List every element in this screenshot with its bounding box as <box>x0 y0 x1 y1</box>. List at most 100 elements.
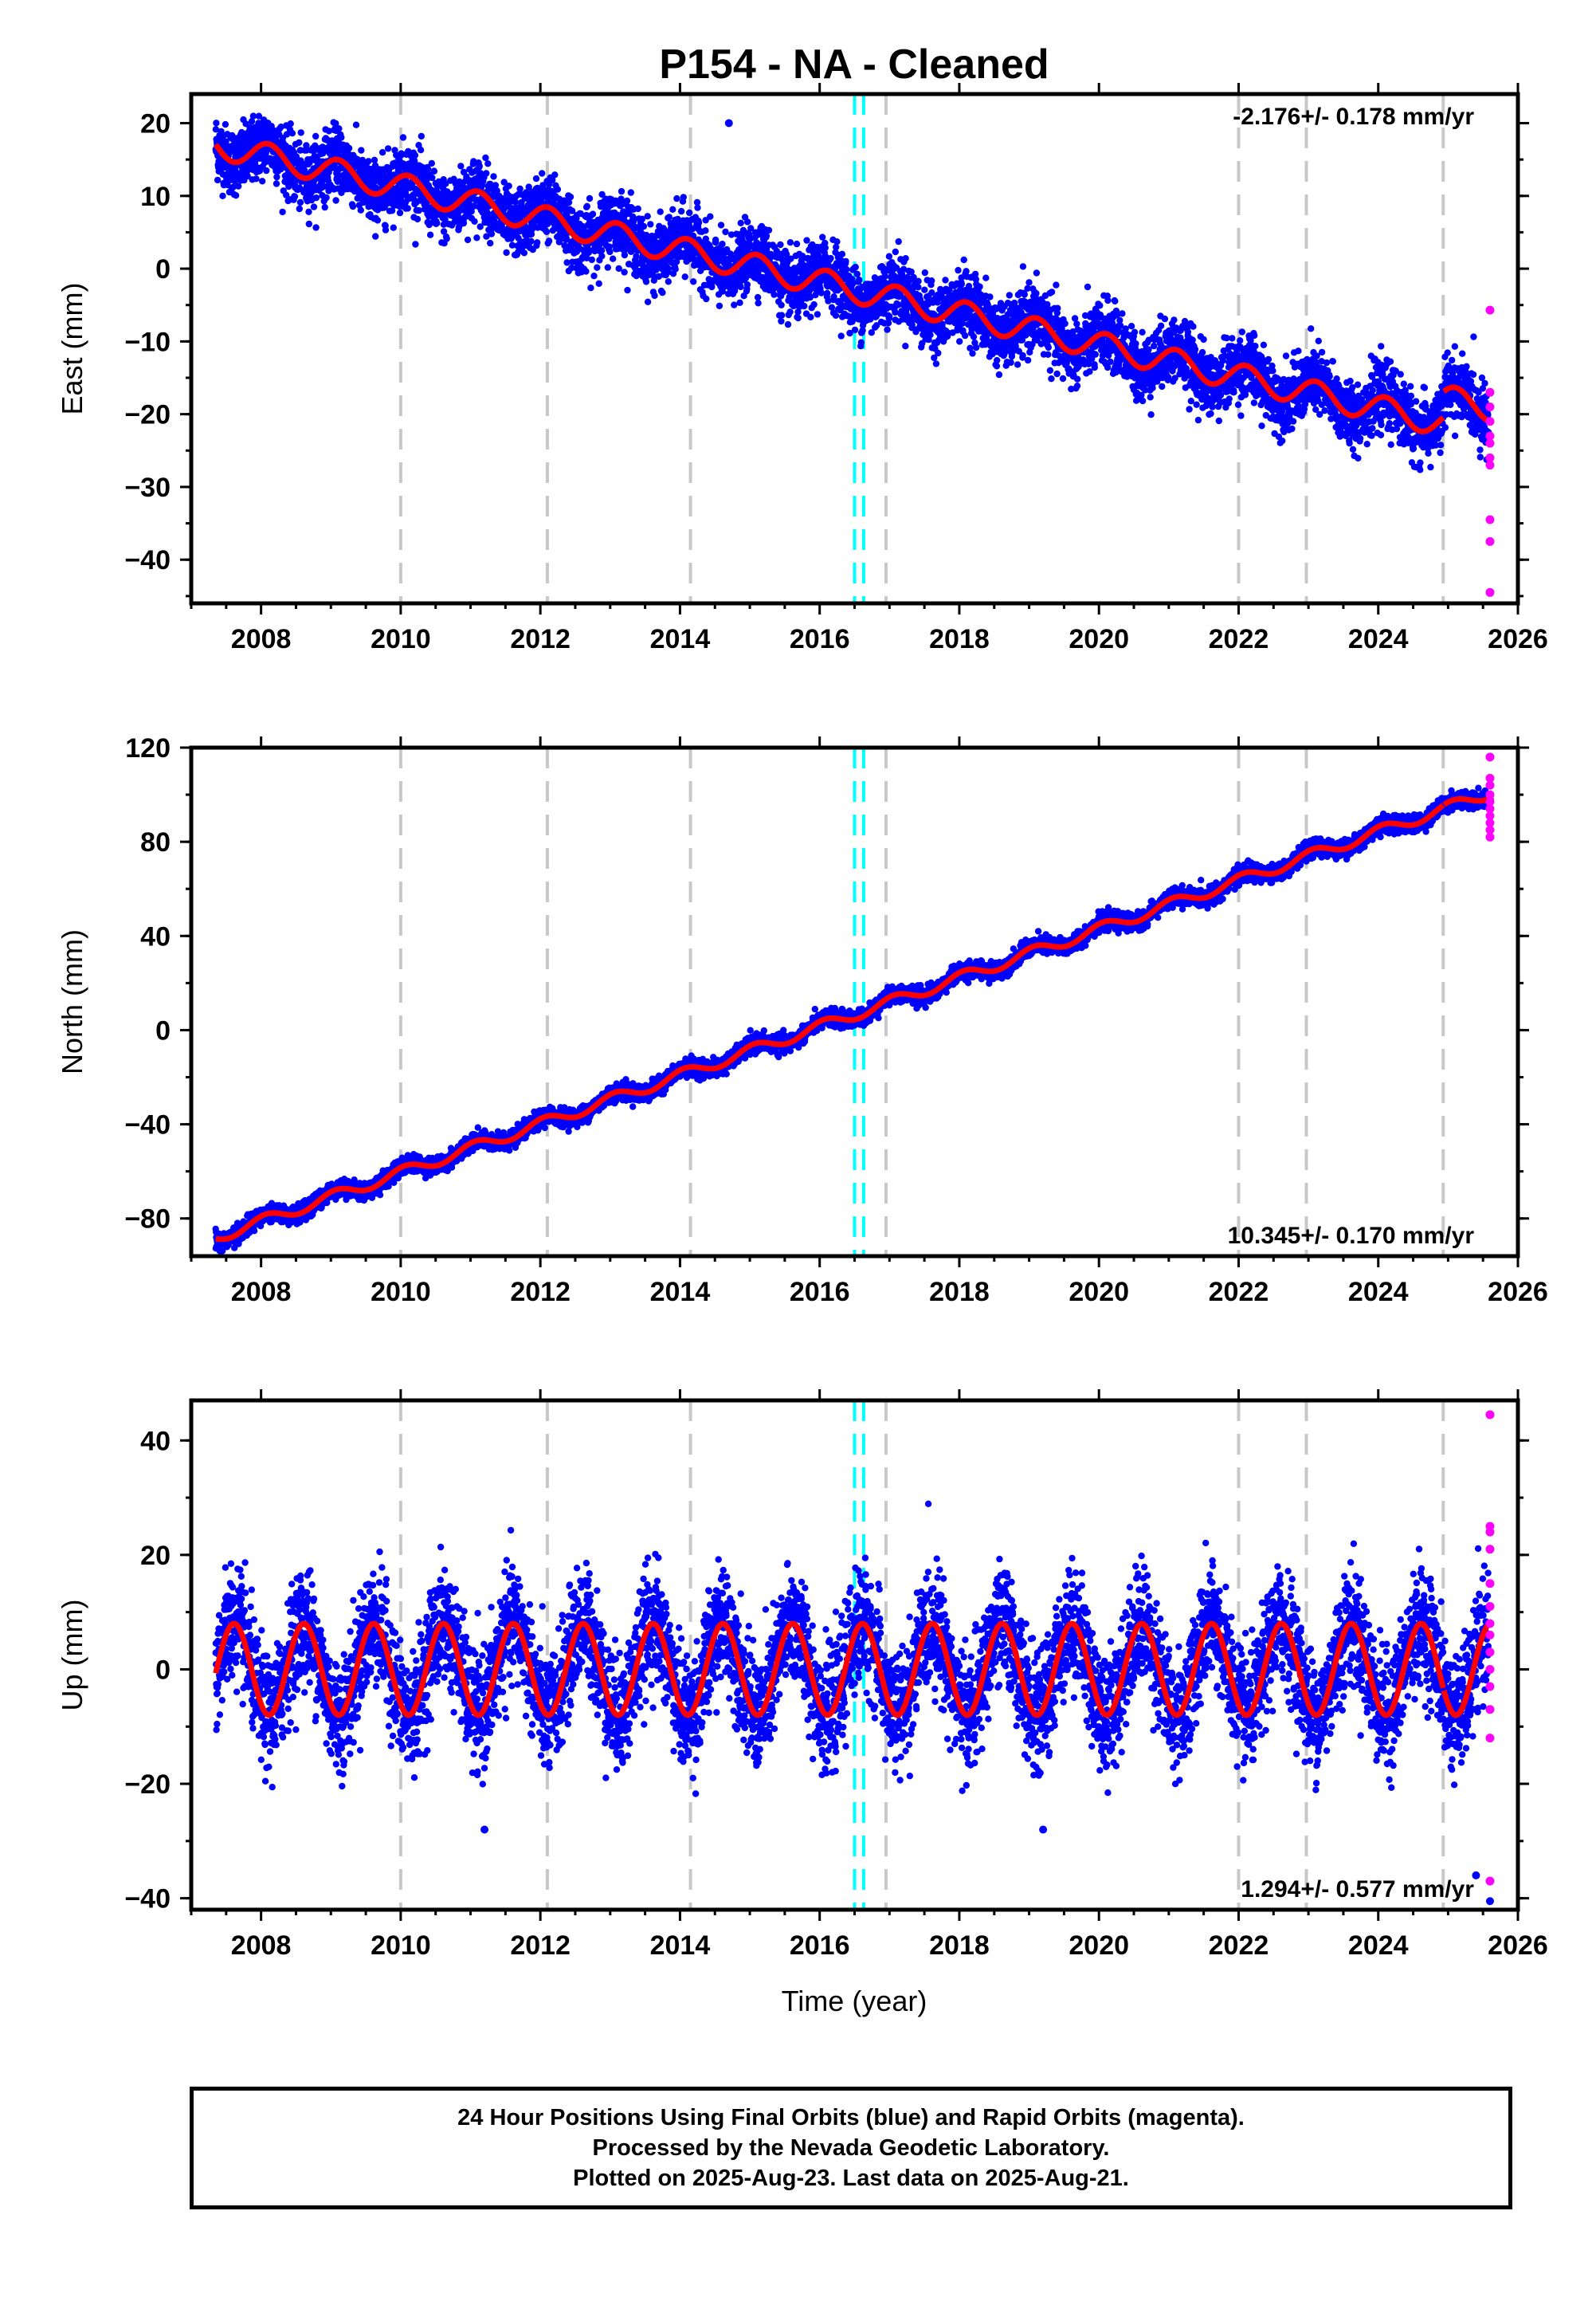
final-orbit-points <box>212 112 1496 597</box>
x-tick-label: 2026 <box>1488 624 1548 654</box>
x-tick-label: 2014 <box>650 1277 711 1307</box>
x-tick-label: 2016 <box>790 624 850 654</box>
caption-line-2: Processed by the Nevada Geodetic Laborat… <box>592 2135 1110 2161</box>
rate-label: -2.176+/- 0.178 mm/yr <box>1233 104 1474 130</box>
rapid-orbit-point <box>1485 752 1495 762</box>
x-tick-label: 2018 <box>929 1277 990 1307</box>
y-tick-label: 120 <box>125 733 171 764</box>
outlier-point <box>1485 1897 1494 1906</box>
y-tick-label: −20 <box>124 400 171 430</box>
rapid-orbit-point <box>1485 1682 1495 1691</box>
rapid-orbit-point <box>1485 1734 1495 1743</box>
rapid-orbit-point <box>1485 1410 1495 1420</box>
model-curve <box>213 1620 1496 1718</box>
y-tick-label: −20 <box>124 1769 171 1800</box>
y-tick-label: 10 <box>140 182 171 212</box>
rapid-orbit-point <box>1485 417 1495 426</box>
rapid-orbit-point <box>1485 515 1495 524</box>
rapid-orbit-point <box>1485 536 1495 546</box>
x-tick-label: 2008 <box>231 624 292 654</box>
x-tick-label: 2024 <box>1348 624 1409 654</box>
x-tick-label: 2018 <box>929 624 990 654</box>
x-tick-label: 2022 <box>1209 624 1269 654</box>
north-panel: 2008 2010 2012 2014 2016 2018 2020 2022 2024 2026… <box>56 733 1548 1307</box>
y-tick-label: 20 <box>140 1541 171 1571</box>
y-tick-label: −40 <box>124 1110 171 1141</box>
rate-label: 10.345+/- 0.170 mm/yr <box>1228 1223 1475 1249</box>
rapid-orbit-point <box>1485 1664 1495 1674</box>
east-panel: 2008 2010 2012 2014 2016 2018 2020 2022 2024 2026… <box>56 83 1548 654</box>
outlier-point <box>480 1825 489 1834</box>
rapid-orbit-point <box>1485 1876 1495 1886</box>
y-tick-label: 0 <box>155 254 171 285</box>
x-tick-label: 2020 <box>1069 1277 1129 1307</box>
outlier-point <box>1039 1825 1048 1834</box>
x-tick-label: 2016 <box>790 1277 850 1307</box>
rapid-orbit-point <box>1485 438 1495 448</box>
x-tick-label: 2008 <box>231 1277 292 1307</box>
rapid-orbit-point <box>1485 403 1495 412</box>
x-tick-label: 2020 <box>1069 1930 1129 1961</box>
final-orbit-points <box>212 752 1496 1255</box>
chart-title: P154 - NA - Cleaned <box>659 41 1049 88</box>
rapid-orbit-point <box>1485 1579 1495 1588</box>
rapid-orbit-point <box>1485 819 1495 828</box>
rapid-orbit-point <box>1485 453 1495 462</box>
y-tick-label: 40 <box>140 921 171 952</box>
rapid-orbit-point <box>1485 1647 1495 1657</box>
x-tick-label: 2014 <box>650 1930 711 1961</box>
rapid-orbit-point <box>1485 825 1495 834</box>
y-tick-label: 0 <box>155 1655 171 1685</box>
y-tick-label: 40 <box>140 1426 171 1456</box>
final-orbit-points <box>212 1410 1496 1906</box>
x-tick-label: 2026 <box>1488 1930 1548 1961</box>
caption-line-1: 24 Hour Positions Using Final Orbits (bl… <box>457 2105 1245 2130</box>
x-tick-label: 2012 <box>510 624 571 654</box>
rapid-orbit-point <box>1485 773 1495 783</box>
x-tick-label: 2022 <box>1209 1930 1269 1961</box>
rapid-orbit-point <box>1485 305 1495 315</box>
x-tick-label: 2016 <box>790 1930 850 1961</box>
x-tick-label: 2022 <box>1209 1277 1269 1307</box>
y-tick-label: −10 <box>124 327 171 357</box>
rapid-orbit-point <box>1485 387 1495 397</box>
y-tick-label: 80 <box>140 827 171 858</box>
up-panel: 2008 2010 2012 2014 2016 2018 2020 2022 2024 2026… <box>56 1389 1548 1961</box>
rate-label: 1.294+/- 0.577 mm/yr <box>1241 1876 1474 1903</box>
rapid-orbit-point <box>1485 790 1495 799</box>
rapid-orbit-point <box>1485 804 1495 814</box>
figure: P154 - NA - Cleaned 2008 2010 2012 2014 2016… <box>56 41 1548 2017</box>
y-tick-label: −40 <box>124 1884 171 1914</box>
x-tick-label: 2018 <box>929 1930 990 1961</box>
model-curve <box>213 140 1496 434</box>
rapid-orbit-point <box>1485 1601 1495 1611</box>
rapid-orbit-point <box>1485 780 1495 790</box>
y-tick-label: −80 <box>124 1204 171 1235</box>
rapid-orbit-point <box>1485 1527 1495 1537</box>
x-tick-label: 2012 <box>510 1277 571 1307</box>
rapid-orbit-point <box>1485 461 1495 470</box>
y-axis-label: Up (mm) <box>56 1600 88 1711</box>
y-tick-label: −30 <box>124 473 171 503</box>
y-axis-label: East (mm) <box>56 283 88 415</box>
x-tick-label: 2020 <box>1069 624 1129 654</box>
y-tick-label: −40 <box>124 545 171 575</box>
rapid-orbit-point <box>1485 1619 1495 1628</box>
x-tick-label: 2024 <box>1348 1930 1409 1961</box>
x-tick-label: 2012 <box>510 1930 571 1961</box>
x-tick-label: 2010 <box>371 1277 431 1307</box>
x-axis-label: Time (year) <box>782 1985 927 2017</box>
outlier-point <box>724 119 733 128</box>
model-curve <box>214 794 1496 1243</box>
caption-box: 24 Hour Positions Using Final Orbits (bl… <box>190 2087 1512 2209</box>
rapid-orbit-point <box>1485 811 1495 821</box>
caption-line-3: Plotted on 2025-Aug-23. Last data on 202… <box>573 2166 1129 2191</box>
rapid-orbit-point <box>1485 1630 1495 1640</box>
rapid-orbit-point <box>1485 832 1495 842</box>
y-axis-label: North (mm) <box>56 929 88 1074</box>
outlier-point <box>1472 1871 1480 1879</box>
x-tick-label: 2010 <box>371 1930 431 1961</box>
y-tick-label: 20 <box>140 109 171 139</box>
x-tick-label: 2008 <box>231 1930 292 1961</box>
y-tick-label: 0 <box>155 1015 171 1046</box>
